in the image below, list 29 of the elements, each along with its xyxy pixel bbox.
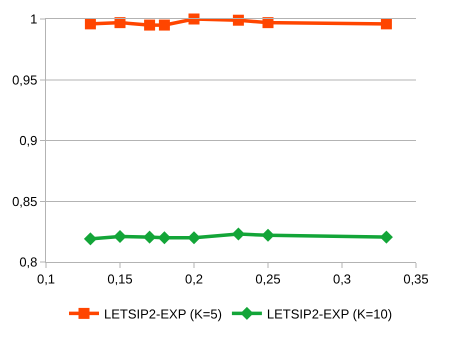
y-tick-label: 1	[30, 12, 38, 27]
point	[262, 17, 274, 28]
point	[188, 14, 200, 24]
point	[232, 228, 245, 241]
x-tick-label: 0,1	[36, 272, 56, 287]
point	[144, 20, 156, 31]
point	[380, 18, 392, 30]
y-tick-label: 0,8	[19, 254, 38, 270]
x-tick-label: 0,35	[403, 272, 429, 287]
point	[84, 18, 96, 30]
x-tick-label: 0,15	[107, 272, 133, 287]
point	[232, 14, 244, 26]
x-tick-label: 0,25	[255, 272, 281, 287]
point	[143, 230, 156, 244]
y-tick-label: 0,85	[12, 194, 38, 209]
x-tick-label: 0,3	[332, 272, 352, 287]
point	[188, 231, 200, 244]
point	[114, 230, 126, 243]
point	[158, 231, 171, 244]
point	[114, 17, 126, 28]
y-tick-label: 0,95	[12, 72, 38, 88]
point	[84, 232, 97, 246]
point	[158, 20, 170, 31]
legend-label: LETSIP2-EXP (K=5)	[104, 306, 222, 322]
x-tick-label: 0,2	[184, 272, 204, 287]
point	[380, 230, 393, 244]
point	[262, 228, 274, 242]
y-tick-label: 0,9	[19, 133, 38, 148]
legend-label: LETSIP2-EXP (K=10)	[266, 306, 392, 322]
